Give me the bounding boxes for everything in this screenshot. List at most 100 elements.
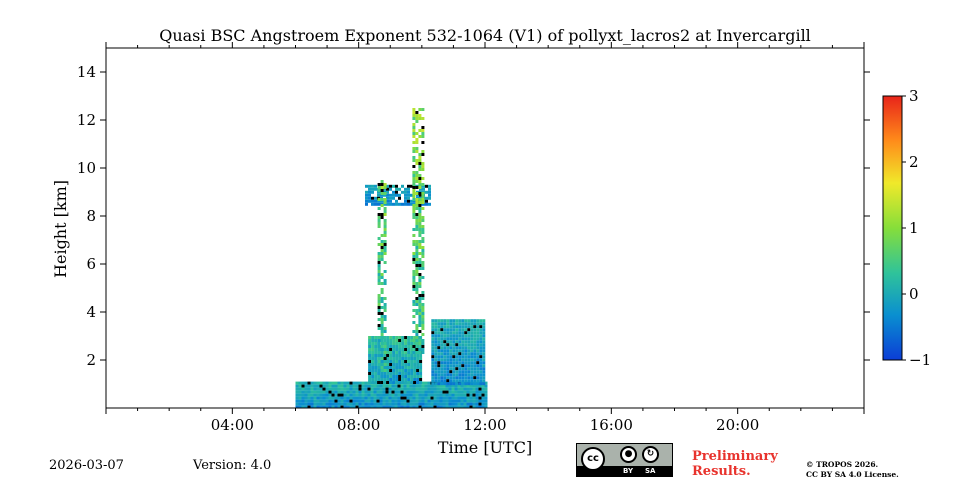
x-tick-label: 12:00 (463, 416, 506, 434)
heatmap-cell (409, 393, 413, 397)
heatmap-cell (448, 387, 452, 391)
heatmap-cell (421, 195, 425, 198)
preliminary-line-2: Results. (692, 464, 751, 479)
heatmap-cell (377, 183, 381, 186)
heatmap-cell (443, 364, 447, 368)
heatmap-cell (352, 393, 356, 397)
heatmap-cell (368, 196, 371, 200)
heatmap-cell (457, 399, 461, 403)
heatmap-cell (386, 366, 390, 369)
heatmap-cell (433, 405, 437, 408)
heatmap-cell (482, 358, 486, 362)
heatmap-cell (473, 376, 477, 380)
heatmap-cell (421, 348, 425, 351)
heatmap-cell (383, 309, 387, 312)
heatmap-cell (301, 405, 305, 408)
heatmap-cell (295, 387, 299, 391)
heatmap-cell (382, 390, 386, 394)
heatmap-cell (380, 339, 384, 342)
heatmap-cell (443, 358, 447, 362)
heatmap-cell (382, 405, 386, 408)
heatmap-cell (377, 255, 381, 258)
heatmap-cell (349, 396, 353, 400)
heatmap-cell (464, 370, 468, 374)
heatmap-cell (374, 184, 377, 188)
heatmap-cell (475, 393, 479, 397)
heatmap-cell (479, 343, 483, 347)
heatmap-cell (398, 378, 402, 381)
heatmap-cell (437, 319, 441, 323)
heatmap-cell (443, 340, 447, 344)
heatmap-cell (395, 336, 399, 339)
heatmap-cell (371, 381, 375, 384)
heatmap-cell (433, 387, 437, 391)
heatmap-cell (437, 355, 441, 359)
heatmap-cell (383, 348, 387, 351)
heatmap-cell (475, 402, 479, 406)
heatmap-cell (455, 331, 459, 335)
heatmap-cell (389, 336, 393, 339)
heatmap-cell (418, 351, 422, 354)
heatmap-cell (415, 120, 419, 123)
heatmap-cell (392, 369, 396, 372)
heatmap-cell (397, 399, 401, 403)
heatmap-cell (383, 240, 387, 243)
heatmap-cell (301, 390, 305, 394)
heatmap-cell (404, 342, 408, 345)
heatmap-cell (430, 396, 434, 400)
heatmap-cell (431, 334, 435, 338)
heatmap-cell (413, 348, 417, 351)
heatmap-cell (307, 399, 311, 403)
heatmap-cell (361, 402, 365, 406)
heatmap-cell (473, 346, 477, 350)
heatmap-cell (407, 354, 411, 357)
heatmap-cell (397, 390, 401, 394)
heatmap-cell (328, 387, 332, 391)
heatmap-cell (412, 216, 416, 219)
heatmap-cell (421, 321, 425, 324)
heatmap-cell (466, 396, 470, 400)
heatmap-cell (374, 366, 378, 369)
heatmap-cell (380, 288, 384, 291)
heatmap-cell (310, 396, 314, 400)
heatmap-cell (458, 337, 462, 341)
heatmap-cell (421, 315, 425, 318)
heatmap-cell (467, 331, 471, 335)
heatmap-cell (418, 183, 422, 186)
heatmap-cell (328, 390, 332, 394)
heatmap-cell (461, 340, 465, 344)
heatmap-cell (415, 132, 419, 135)
heatmap-cell (307, 387, 311, 391)
heatmap-cell (352, 405, 356, 408)
heatmap-cell (404, 348, 408, 351)
heatmap-cell (322, 393, 326, 397)
heatmap-cell (412, 279, 416, 282)
heatmap-cell (392, 378, 396, 381)
heatmap-cell (469, 390, 473, 394)
heatmap-cell (473, 349, 477, 353)
heatmap-cell (421, 126, 425, 129)
x-tick-label: 04:00 (211, 416, 254, 434)
heatmap-cell (484, 399, 488, 403)
heatmap-cell (458, 361, 462, 365)
heatmap-cell (403, 390, 407, 394)
heatmap-cell (425, 190, 428, 194)
heatmap-cell (407, 348, 411, 351)
heatmap-cell (428, 187, 431, 191)
heatmap-cell (301, 387, 305, 391)
heatmap-cell (421, 252, 425, 255)
heatmap-cell (365, 184, 368, 188)
heatmap-cell (463, 402, 467, 406)
heatmap-cell (476, 367, 480, 371)
heatmap-cell (484, 390, 488, 394)
heatmap-cell (412, 285, 416, 288)
heatmap-cell (445, 384, 449, 388)
heatmap-cell (421, 312, 425, 315)
heatmap-cell (431, 364, 435, 368)
heatmap-cell (386, 378, 390, 381)
heatmap-cell (361, 405, 365, 408)
heatmap-cell (421, 249, 425, 252)
heatmap-cell (430, 387, 434, 391)
heatmap-cell (392, 372, 396, 375)
heatmap-cell (470, 352, 474, 356)
